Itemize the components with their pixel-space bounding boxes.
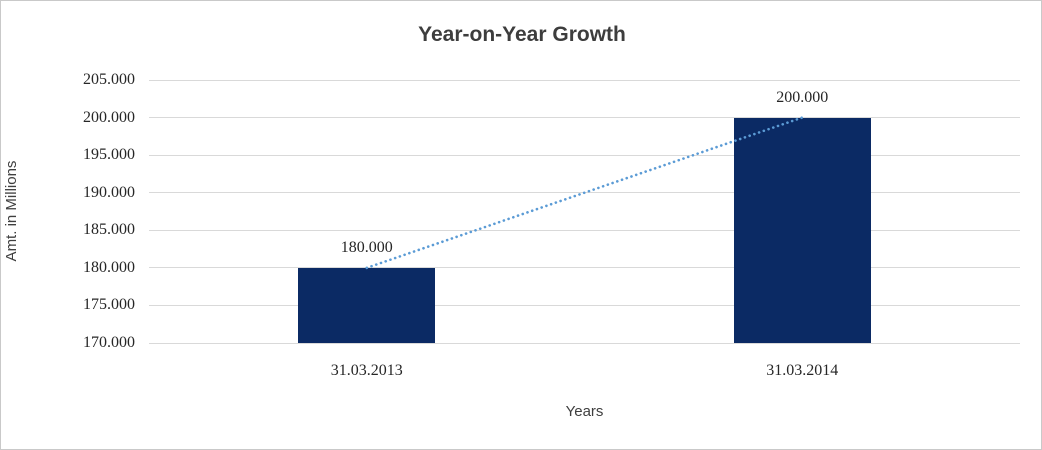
chart-title: Year-on-Year Growth	[418, 23, 626, 46]
y-gridline	[149, 342, 1020, 344]
x-category-label: 31.03.2013	[330, 362, 403, 379]
bar-value-label: 180.000	[340, 238, 393, 256]
y-tick-label: 190.000	[83, 183, 135, 201]
x-category-label: 31.03.2014	[766, 362, 839, 379]
y-tick-label: 205.000	[83, 71, 135, 88]
y-gridline	[149, 117, 1020, 119]
plot-area	[149, 79, 1020, 344]
y-axis-title: Amt. in Millions	[3, 160, 20, 262]
y-gridline	[149, 304, 1020, 306]
bar-value-label: 200.000	[776, 88, 829, 106]
bar	[298, 267, 436, 343]
y-gridline	[149, 229, 1020, 231]
y-tick-label: 180.000	[83, 258, 135, 276]
y-gridline	[149, 154, 1020, 156]
y-gridline	[149, 79, 1020, 81]
x-axis-title: Years	[565, 403, 604, 420]
y-tick-label: 185.000	[83, 221, 135, 239]
y-tick-label: 200.000	[83, 108, 135, 126]
y-tick-label: 175.000	[83, 296, 135, 314]
trendline	[365, 116, 804, 270]
y-tick-label: 195.000	[83, 146, 135, 164]
y-gridline	[149, 267, 1020, 269]
bar	[733, 117, 871, 343]
y-tick-label: 170.000	[83, 334, 135, 351]
